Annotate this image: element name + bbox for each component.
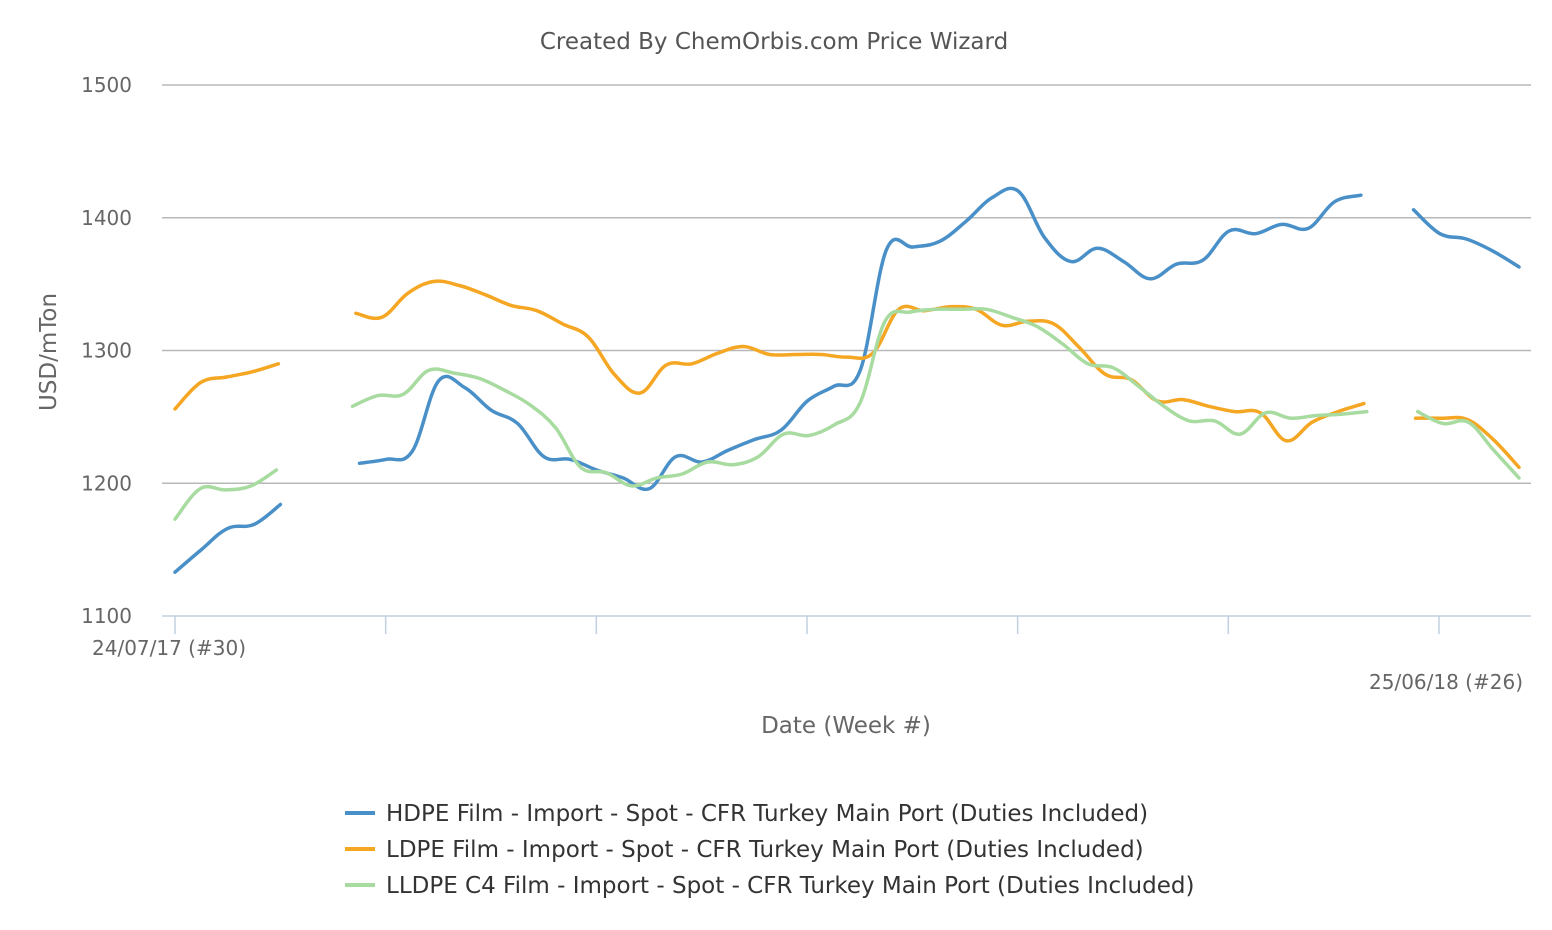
series-line-segment	[1411, 208, 1521, 269]
y-tick-label-1400: 1400	[81, 206, 132, 230]
series-lines	[173, 186, 1521, 574]
legend-item-2[interactable]: LDPE Film - Import - Spot - CFR Turkey M…	[345, 837, 1144, 863]
legend-item-1[interactable]: HDPE Film - Import - Spot - CFR Turkey M…	[345, 801, 1148, 827]
series-3	[173, 306, 1521, 521]
x-axis-title: Date (Week #)	[761, 713, 931, 739]
series-line-segment	[173, 362, 281, 411]
legend[interactable]: HDPE Film - Import - Spot - CFR Turkey M…	[345, 801, 1194, 899]
series-line-segment	[1415, 409, 1521, 480]
x-first-tick-label: 24/07/17 (#30)	[92, 636, 246, 660]
series-1	[173, 186, 1521, 574]
legend-label: LLDPE C4 Film - Import - Spot - CFR Turk…	[386, 873, 1194, 899]
series-2	[173, 279, 1521, 470]
chart-title: Created By ChemOrbis.com Price Wizard	[540, 29, 1008, 55]
y-tick-label-1200: 1200	[81, 471, 132, 495]
y-axis-title: USD/mTon	[36, 293, 62, 411]
legend-item-3[interactable]: LLDPE C4 Film - Import - Spot - CFR Turk…	[345, 873, 1194, 899]
x-last-tick-label: 25/06/18 (#26)	[1369, 670, 1523, 694]
y-tick-label-1100: 1100	[81, 604, 132, 628]
series-line-segment	[354, 279, 1366, 443]
y-tick-label-1300: 1300	[81, 339, 132, 363]
series-line-segment	[357, 186, 1363, 492]
grid-lines	[162, 84, 1531, 484]
series-line-segment	[173, 468, 279, 521]
legend-label: HDPE Film - Import - Spot - CFR Turkey M…	[386, 801, 1148, 827]
y-axis-ticks: 1100 1200 1300 1400 1500	[81, 73, 132, 628]
x-axis-ticks	[174, 616, 1440, 634]
series-line-segment	[350, 306, 1369, 488]
series-line-segment	[173, 502, 283, 574]
legend-label: LDPE Film - Import - Spot - CFR Turkey M…	[386, 837, 1144, 863]
y-tick-label-1500: 1500	[81, 73, 132, 97]
